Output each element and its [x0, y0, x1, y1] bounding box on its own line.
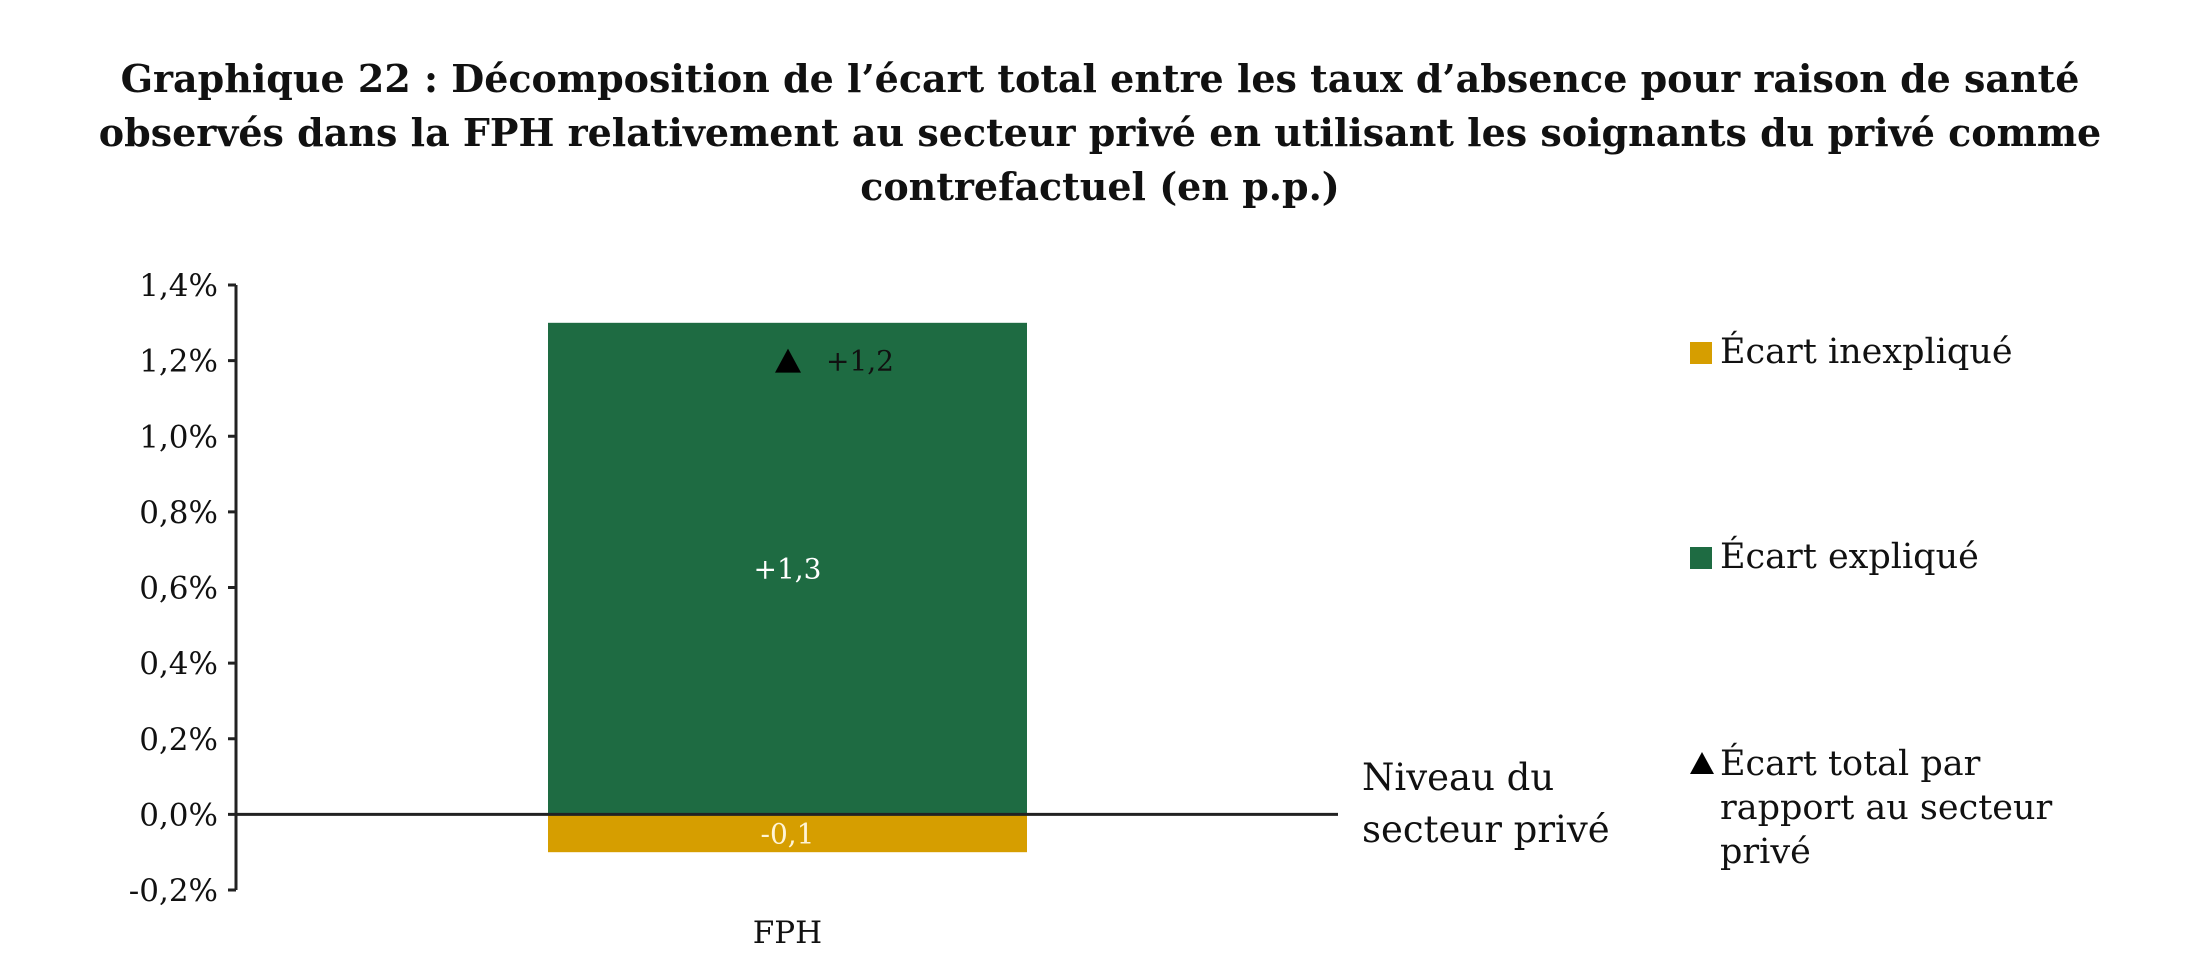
y-tick-label: 0,4%	[139, 646, 218, 682]
legend-swatch-explained	[1690, 547, 1712, 569]
bar-explained	[548, 322, 1027, 815]
y-tick-label: 0,2%	[139, 722, 218, 758]
legend-label-total: Écart total par rapport au secteur privé	[1720, 742, 2052, 874]
legend-label-explained: Écart expliqué	[1720, 537, 1979, 577]
legend-total-line-3: privé	[1720, 832, 1811, 872]
y-tick-label: 0,8%	[139, 495, 218, 531]
reference-line-note: Niveau du secteur privé	[1362, 752, 1610, 856]
legend-total-line-2: rapport au secteur	[1720, 788, 2053, 828]
x-category-label: FPH	[753, 915, 822, 951]
y-tick-label: 0,0%	[139, 797, 218, 833]
bar-unexplained	[548, 814, 1027, 853]
total-marker-triangle	[775, 348, 801, 373]
data-label-unexplained: -0,1	[761, 817, 815, 850]
legend-item-explained: Écart expliqué	[1690, 535, 1979, 579]
reference-note-line-1: Niveau du	[1362, 756, 1555, 799]
y-tick-label: 1,0%	[139, 419, 218, 455]
title-line-2: observés dans la FPH relativement au sec…	[98, 110, 2102, 155]
chart-title: Graphique 22 : Décomposition de l’écart …	[60, 52, 2140, 214]
y-tick-label: 1,4%	[139, 268, 218, 304]
legend-item-unexplained: Écart inexpliqué	[1690, 330, 2013, 374]
title-line-1: Graphique 22 : Décomposition de l’écart …	[120, 56, 2080, 101]
triangle-icon	[1690, 752, 1714, 774]
legend-item-total: Écart total par rapport au secteur privé	[1690, 742, 2052, 874]
y-tick-label: 0,6%	[139, 571, 218, 607]
reference-note-line-2: secteur privé	[1362, 808, 1610, 851]
legend-swatch-unexplained	[1690, 342, 1712, 364]
title-line-3: contrefactuel (en p.p.)	[860, 164, 1340, 209]
legend-label-unexplained: Écart inexpliqué	[1720, 332, 2013, 372]
data-label-total: +1,2	[826, 345, 894, 378]
y-tick-label: -0,2%	[129, 873, 218, 909]
legend-total-line-1: Écart total par	[1720, 744, 1981, 784]
data-label-explained: +1,3	[754, 553, 822, 586]
y-tick-label: 1,2%	[139, 344, 218, 380]
